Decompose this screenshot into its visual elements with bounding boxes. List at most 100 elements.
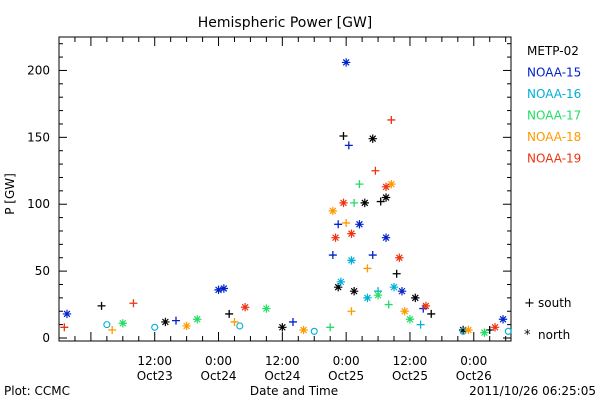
data-point-noaa-15 [288, 317, 297, 326]
x-tick-label-date: Oct25 [328, 369, 364, 383]
marker-legend-symbol: * [524, 328, 531, 343]
data-point-noaa-18 [342, 218, 351, 227]
y-tick-label: 200 [27, 63, 50, 77]
x-axis-ticks: 12:00Oct230:00Oct2412:00Oct240:00Oct2512… [58, 37, 507, 383]
data-point-metp-02 [278, 323, 287, 332]
data-point-noaa-17 [118, 319, 128, 328]
data-point-noaa-16 [363, 293, 372, 303]
data-point-noaa-17 [480, 328, 489, 337]
x-tick-label-date: Oct24 [201, 369, 237, 383]
x-tick-label-time: 0:00 [333, 354, 360, 368]
data-point-noaa-18 [400, 307, 409, 316]
x-tick-label-date: Oct24 [264, 369, 300, 383]
data-point-noaa-19 [381, 182, 391, 192]
data-point-noaa-16 [459, 327, 467, 335]
data-point-noaa-19 [387, 115, 396, 124]
data-points [60, 58, 512, 337]
data-point-noaa-17 [384, 300, 393, 309]
marker-legend-label: north [538, 328, 570, 342]
marker-legend-label: south [538, 296, 572, 310]
data-point-noaa-15 [341, 58, 351, 67]
data-point-noaa-16 [103, 321, 111, 329]
data-point-noaa-17 [405, 315, 415, 324]
legend-entry: NOAA-15 [527, 66, 581, 80]
x-tick-label-date: Oct25 [392, 369, 428, 383]
data-point-metp-02 [339, 131, 348, 140]
x-tick-label-time: 12:00 [393, 354, 428, 368]
data-point-noaa-16 [236, 322, 244, 330]
data-point-noaa-18 [182, 321, 191, 331]
data-point-noaa-17 [350, 198, 359, 207]
data-point-noaa-18 [387, 179, 396, 189]
data-point-noaa-19 [60, 323, 69, 332]
data-point-noaa-19 [395, 253, 404, 262]
data-point-noaa-16 [416, 320, 425, 329]
data-point-noaa-15 [328, 251, 337, 260]
data-point-noaa-17 [262, 304, 271, 313]
data-point-noaa-17 [355, 180, 364, 189]
data-point-noaa-18 [108, 325, 117, 334]
plot-frame [58, 36, 512, 342]
data-point-noaa-16 [347, 256, 356, 265]
data-point-metp-02 [333, 282, 343, 292]
data-point-metp-02 [97, 301, 106, 310]
footer-credit: Plot: CCMC [4, 384, 70, 398]
legend-entry: NOAA-16 [527, 87, 581, 101]
data-point-noaa-19 [240, 303, 250, 312]
data-point-noaa-15 [171, 316, 180, 325]
data-point-noaa-15 [381, 233, 391, 242]
data-point-noaa-19 [129, 299, 138, 308]
data-point-metp-02 [392, 269, 401, 278]
data-point-noaa-19 [371, 166, 380, 175]
data-point-metp-02 [349, 286, 359, 296]
data-point-noaa-18 [328, 206, 338, 216]
data-point-noaa-15 [355, 220, 364, 229]
data-point-noaa-15 [214, 285, 223, 295]
data-point-noaa-19 [331, 233, 340, 242]
data-point-noaa-16 [151, 323, 159, 331]
data-point-noaa-18 [347, 307, 356, 316]
data-point-metp-02 [381, 193, 391, 202]
data-point-noaa-15 [219, 284, 229, 293]
data-point-metp-02 [161, 317, 170, 327]
data-point-noaa-16 [310, 327, 318, 335]
legend-entry: NOAA-18 [527, 130, 581, 144]
data-point-noaa-16 [389, 282, 399, 292]
data-point-noaa-15 [368, 251, 377, 260]
chart-title: Hemispheric Power [GW] [198, 15, 373, 31]
x-axis-label: Date and Time [250, 384, 338, 398]
x-tick-label-date: Oct26 [456, 369, 492, 383]
data-point-noaa-15 [334, 220, 343, 229]
data-point-noaa-19 [339, 198, 348, 208]
y-axis-label: P [GW] [3, 173, 17, 215]
data-point-metp-02 [458, 325, 468, 335]
x-tick-label-time: 0:00 [205, 354, 232, 368]
data-point-noaa-15 [397, 286, 407, 296]
data-point-noaa-18 [299, 325, 308, 335]
legend: METP-02 NOAA-15 NOAA-16 NOAA-17 NOAA-18 NOAA-… [527, 44, 581, 166]
legend-entry: METP-02 [527, 44, 579, 58]
data-point-metp-02 [368, 134, 377, 143]
legend-entry: NOAA-19 [527, 152, 581, 166]
data-point-noaa-17 [373, 290, 383, 300]
data-point-noaa-19 [347, 229, 356, 238]
y-tick-label: 0 [42, 331, 50, 345]
legend-entry: NOAA-17 [527, 109, 581, 123]
data-point-noaa-18 [230, 317, 239, 326]
data-point-noaa-19 [421, 301, 431, 311]
x-tick-label-time: 12:00 [265, 354, 300, 368]
y-tick-label: 100 [27, 197, 50, 211]
marker-legend-symbol: + [524, 296, 535, 311]
data-point-noaa-18 [363, 264, 372, 273]
data-point-noaa-19 [490, 323, 500, 332]
data-point-metp-02 [411, 293, 420, 303]
x-tick-label-time: 12:00 [137, 354, 172, 368]
x-tick-label-time: 0:00 [460, 354, 487, 368]
data-point-noaa-15 [62, 309, 72, 319]
footer-timestamp: 2011/10/26 06:25:05 [469, 384, 596, 398]
x-tick-label-date: Oct23 [137, 369, 173, 383]
data-point-noaa-17 [326, 323, 335, 332]
data-point-noaa-15 [344, 141, 353, 150]
data-point-noaa-15 [498, 315, 508, 324]
